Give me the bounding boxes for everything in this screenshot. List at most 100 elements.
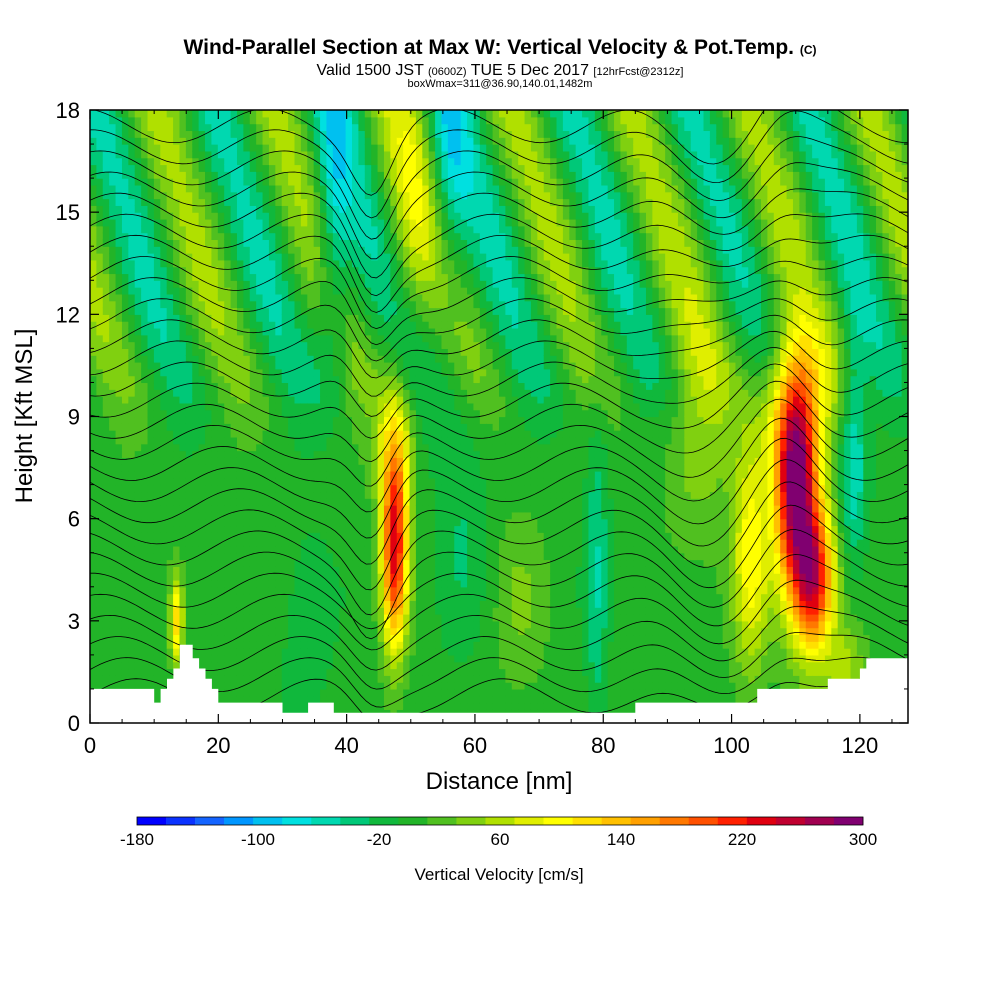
velocity-cell — [313, 382, 321, 390]
velocity-cell — [294, 246, 302, 254]
velocity-cell — [428, 164, 436, 172]
velocity-cell — [409, 253, 417, 261]
velocity-cell — [383, 293, 391, 302]
velocity-cell — [230, 110, 238, 118]
velocity-cell — [396, 389, 404, 397]
velocity-cell — [428, 212, 436, 220]
velocity-cell — [249, 157, 257, 166]
velocity-cell — [128, 600, 136, 608]
velocity-cell — [435, 157, 443, 166]
velocity-cell — [224, 348, 232, 356]
velocity-cell — [198, 566, 206, 574]
velocity-cell — [345, 457, 353, 465]
velocity-cell — [409, 607, 417, 615]
velocity-cell — [281, 423, 289, 431]
velocity-cell — [141, 614, 149, 622]
velocity-cell — [313, 450, 321, 458]
velocity-cell — [383, 634, 391, 642]
velocity-cell — [415, 123, 423, 132]
velocity-cell — [134, 348, 142, 356]
velocity-cell — [256, 362, 264, 370]
velocity-cell — [403, 464, 411, 472]
velocity-cell — [153, 634, 161, 642]
velocity-cell — [364, 355, 372, 363]
velocity-cell — [307, 457, 315, 465]
velocity-cell — [102, 253, 110, 261]
velocity-cell — [185, 266, 193, 275]
velocity-cell — [332, 368, 340, 377]
velocity-cell — [281, 661, 289, 670]
velocity-cell — [281, 402, 289, 411]
velocity-cell — [403, 239, 411, 247]
velocity-cell — [268, 130, 276, 138]
velocity-cell — [441, 539, 449, 547]
velocity-cell — [307, 198, 315, 206]
velocity-cell — [121, 559, 129, 567]
velocity-cell — [192, 600, 200, 608]
velocity-cell — [141, 545, 149, 554]
velocity-cell — [173, 641, 181, 649]
velocity-cell — [115, 293, 123, 302]
velocity-cell — [96, 300, 104, 309]
velocity-cell — [141, 552, 149, 561]
velocity-cell — [173, 225, 181, 234]
velocity-cell — [339, 552, 347, 561]
velocity-cell — [109, 157, 117, 166]
velocity-cell — [249, 491, 257, 499]
velocity-cell — [294, 362, 302, 370]
velocity-cell — [352, 130, 360, 138]
velocity-cell — [160, 409, 168, 418]
velocity-cell — [345, 402, 353, 411]
velocity-cell — [352, 702, 360, 710]
velocity-cell — [90, 266, 97, 275]
velocity-cell — [121, 545, 129, 554]
velocity-cell — [352, 150, 360, 159]
velocity-cell — [90, 518, 97, 527]
velocity-cell — [153, 157, 161, 166]
velocity-cell — [256, 423, 264, 431]
velocity-cell — [435, 491, 443, 499]
velocity-cell — [256, 688, 264, 697]
velocity-cell — [224, 695, 232, 704]
velocity-cell — [377, 157, 385, 166]
velocity-cell — [403, 477, 411, 486]
velocity-cell — [262, 450, 270, 458]
velocity-cell — [153, 198, 161, 206]
velocity-cell — [153, 110, 161, 118]
velocity-cell — [396, 164, 404, 172]
velocity-cell — [275, 402, 283, 411]
velocity-cell — [166, 348, 174, 356]
velocity-cell — [396, 266, 404, 275]
velocity-cell — [415, 423, 423, 431]
velocity-cell — [428, 184, 436, 193]
velocity-cell — [383, 144, 391, 152]
velocity-cell — [288, 436, 296, 445]
velocity-cell — [352, 218, 360, 227]
velocity-cell — [396, 110, 404, 118]
velocity-cell — [358, 198, 366, 206]
velocity-cell — [211, 327, 219, 336]
velocity-cell — [185, 552, 193, 561]
velocity-cell — [313, 641, 321, 649]
velocity-cell — [166, 648, 174, 656]
velocity-cell — [128, 654, 136, 663]
velocity-cell — [192, 375, 200, 384]
velocity-cell — [313, 682, 321, 690]
velocity-cell — [268, 579, 276, 588]
velocity-cell — [147, 586, 155, 595]
velocity-cell — [160, 191, 168, 200]
velocity-cell — [134, 178, 142, 186]
velocity-cell — [377, 627, 385, 636]
velocity-cell — [332, 648, 340, 656]
velocity-cell — [441, 552, 449, 561]
velocity-cell — [147, 287, 155, 295]
velocity-cell — [96, 409, 104, 418]
velocity-cell — [243, 675, 251, 683]
velocity-cell — [345, 450, 353, 458]
velocity-cell — [313, 634, 321, 642]
velocity-cell — [332, 614, 340, 622]
velocity-cell — [102, 430, 110, 438]
velocity-cell — [300, 307, 308, 315]
velocity-cell — [294, 532, 302, 540]
velocity-cell — [390, 266, 398, 275]
